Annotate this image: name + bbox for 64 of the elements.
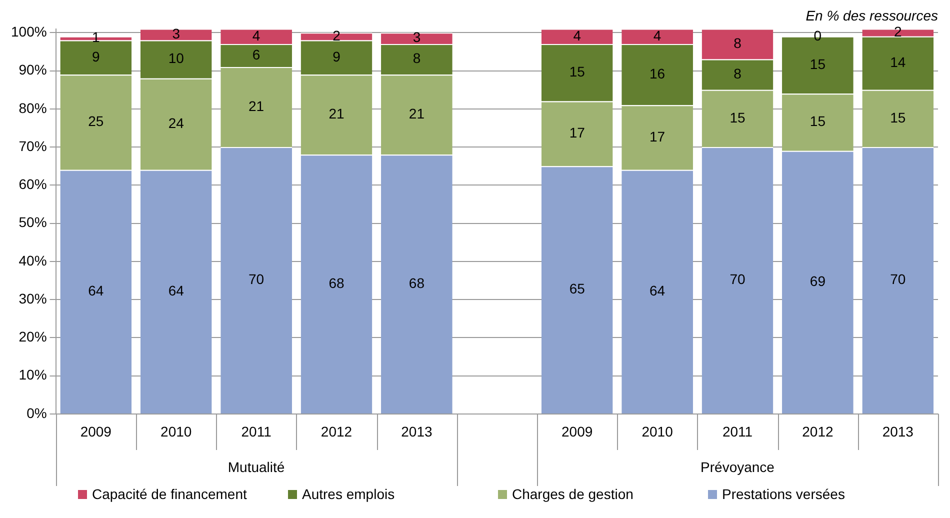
legend-label: Capacité de financement xyxy=(92,486,247,502)
data-label: 4 xyxy=(252,27,260,44)
x-tick-label: 2010 xyxy=(642,423,674,440)
x-tick-label: 2013 xyxy=(401,423,432,440)
data-label: 68 xyxy=(408,274,425,291)
data-label: 64 xyxy=(88,282,104,299)
data-label: 4 xyxy=(573,27,582,44)
x-tick-label: 2011 xyxy=(241,423,272,440)
x-tick-label: 2012 xyxy=(802,423,834,440)
y-tick-label: 50% xyxy=(18,214,47,230)
x-tick-label: 2012 xyxy=(320,423,352,440)
data-label: 15 xyxy=(810,113,826,130)
legend-label: Autres emplois xyxy=(302,486,395,502)
data-label: 21 xyxy=(408,105,425,122)
data-label: 3 xyxy=(172,25,180,42)
data-label: 9 xyxy=(332,48,341,64)
data-label: 3 xyxy=(412,29,421,46)
y-tick-label: 30% xyxy=(18,290,47,306)
data-label: 17 xyxy=(650,128,666,144)
y-tick-label: 70% xyxy=(18,138,47,154)
legend-label: Charges de gestion xyxy=(512,486,634,502)
data-label: 70 xyxy=(730,271,746,288)
data-label: 25 xyxy=(88,113,104,130)
y-tick-label: 100% xyxy=(10,23,47,40)
x-tick-label: 2013 xyxy=(882,423,914,440)
data-label: 15 xyxy=(730,109,746,126)
data-label: 10 xyxy=(168,50,184,66)
data-label: 14 xyxy=(890,54,906,70)
x-tick-label: 2009 xyxy=(562,423,593,440)
y-tick-label: 90% xyxy=(18,62,47,78)
chart-subtitle: En % des ressources xyxy=(806,7,938,24)
data-label: 15 xyxy=(890,109,906,126)
y-tick-label: 0% xyxy=(26,404,47,421)
y-tick-label: 60% xyxy=(18,176,47,192)
data-label: 17 xyxy=(569,124,586,141)
data-label: 70 xyxy=(890,271,906,288)
data-label: 24 xyxy=(168,115,184,132)
data-label: 15 xyxy=(569,64,586,80)
y-tick-label: 80% xyxy=(18,100,47,116)
data-label: 16 xyxy=(650,65,666,82)
data-label: 4 xyxy=(653,27,662,44)
data-label: 68 xyxy=(328,274,344,291)
y-tick-label: 10% xyxy=(18,366,47,383)
y-tick-label: 20% xyxy=(18,328,47,345)
data-label: 6 xyxy=(252,46,260,62)
x-tick-label: 2011 xyxy=(722,423,753,440)
data-label: 8 xyxy=(412,50,421,66)
legend-label: Prestations versées xyxy=(722,486,845,502)
x-tick-label: 2010 xyxy=(160,423,192,440)
data-label: 21 xyxy=(328,105,344,122)
data-label: 69 xyxy=(810,273,826,290)
data-label: 64 xyxy=(650,282,666,299)
data-label: 64 xyxy=(168,282,184,299)
text: Mutualité xyxy=(228,458,285,475)
text: Prévoyance xyxy=(700,458,775,475)
data-label: 70 xyxy=(248,271,264,288)
data-label: 15 xyxy=(810,56,826,72)
data-label: 21 xyxy=(248,98,264,114)
x-tick-label: 2009 xyxy=(80,423,112,440)
data-label: 65 xyxy=(569,280,586,297)
data-label: 8 xyxy=(734,65,742,82)
y-tick-label: 40% xyxy=(18,252,47,268)
data-label: 8 xyxy=(734,34,742,51)
data-label: 9 xyxy=(92,48,100,64)
